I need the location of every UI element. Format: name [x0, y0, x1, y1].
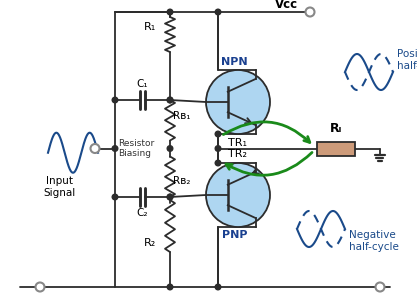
Text: Rₗ: Rₗ [330, 123, 342, 136]
Circle shape [215, 284, 221, 290]
Circle shape [167, 97, 173, 103]
Text: R₁: R₁ [144, 22, 156, 32]
Text: Negative
half-cycle: Negative half-cycle [349, 230, 399, 252]
Text: Rʙ₂: Rʙ₂ [173, 176, 191, 186]
Text: C₁: C₁ [137, 79, 148, 89]
Circle shape [206, 163, 270, 227]
Bar [317, 142, 355, 156]
Circle shape [167, 9, 173, 15]
Text: R₂: R₂ [144, 239, 156, 249]
Text: Rʙ₁: Rʙ₁ [173, 111, 191, 121]
Circle shape [215, 160, 221, 166]
Text: TR₂: TR₂ [229, 149, 247, 159]
Circle shape [167, 146, 173, 151]
Circle shape [167, 194, 173, 200]
Circle shape [306, 8, 314, 17]
Text: C₂: C₂ [137, 208, 148, 218]
Text: Resistor
Biasing: Resistor Biasing [118, 139, 154, 158]
Text: NPN: NPN [221, 57, 248, 67]
Circle shape [206, 70, 270, 134]
Circle shape [167, 194, 173, 200]
Circle shape [215, 146, 221, 151]
Text: Positive
half-cycle: Positive half-cycle [397, 49, 417, 71]
Text: Vcc: Vcc [275, 0, 298, 11]
Circle shape [375, 282, 384, 291]
Circle shape [167, 284, 173, 290]
Circle shape [35, 282, 45, 291]
Circle shape [215, 131, 221, 137]
Circle shape [167, 97, 173, 103]
Text: TR₁: TR₁ [229, 138, 247, 148]
Circle shape [215, 9, 221, 15]
Text: Input
Signal: Input Signal [44, 176, 76, 198]
Circle shape [90, 144, 100, 153]
Circle shape [112, 146, 118, 151]
Text: PNP: PNP [222, 230, 248, 240]
Circle shape [112, 194, 118, 200]
Circle shape [112, 97, 118, 103]
